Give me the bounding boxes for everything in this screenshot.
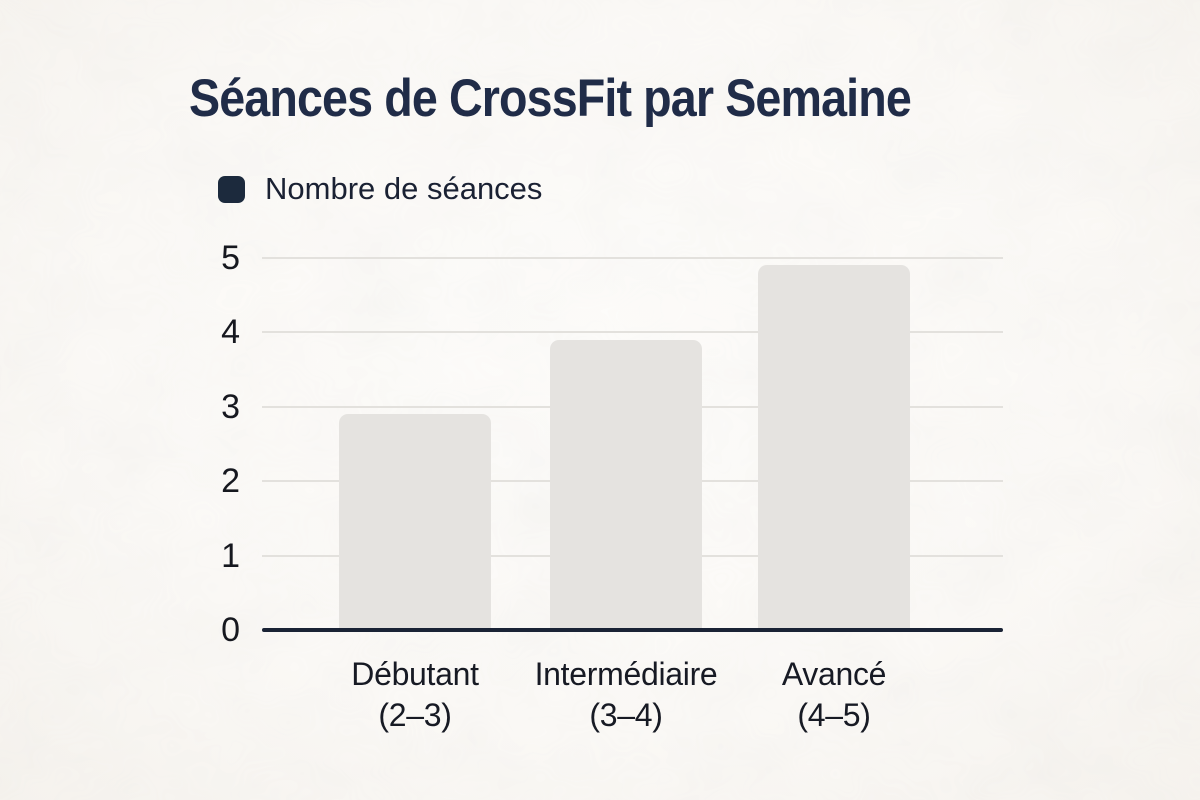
chart-title: Séances de CrossFit par Semaine [189, 69, 912, 128]
y-tick-label-3: 3 [221, 387, 240, 426]
legend-swatch [218, 176, 245, 203]
x-category-label-line: Avancé [781, 656, 887, 692]
y-tick-label-1: 1 [221, 536, 240, 575]
y-tick-label-2: 2 [221, 462, 240, 501]
bar-intermédiaire [550, 339, 702, 630]
bar-débutant [339, 414, 491, 630]
gridline-4 [262, 331, 1003, 334]
x-category-label-line: (2–3) [378, 697, 452, 733]
y-tick-label-5: 5 [221, 239, 240, 277]
x-category-label-1: Débutant (2–3) [351, 654, 479, 736]
x-category-label-line: Débutant [351, 656, 479, 692]
bar-avancé [758, 265, 910, 630]
x-category-label-3: Avancé (4–5) [781, 654, 887, 736]
gridline-5 [262, 257, 1003, 259]
legend-label: Nombre de séances [265, 171, 543, 206]
x-axis-line [262, 628, 1003, 632]
legend: Nombre de séances [218, 173, 542, 206]
x-category-label-2: Intermédiaire (3–4) [535, 654, 718, 736]
x-category-label-line: (3–4) [589, 697, 663, 733]
x-category-label-line: Intermédiaire [534, 656, 718, 692]
y-tick-label-4: 4 [221, 313, 240, 352]
x-category-label-line: (4–5) [797, 697, 871, 733]
y-tick-label-0: 0 [221, 611, 240, 649]
